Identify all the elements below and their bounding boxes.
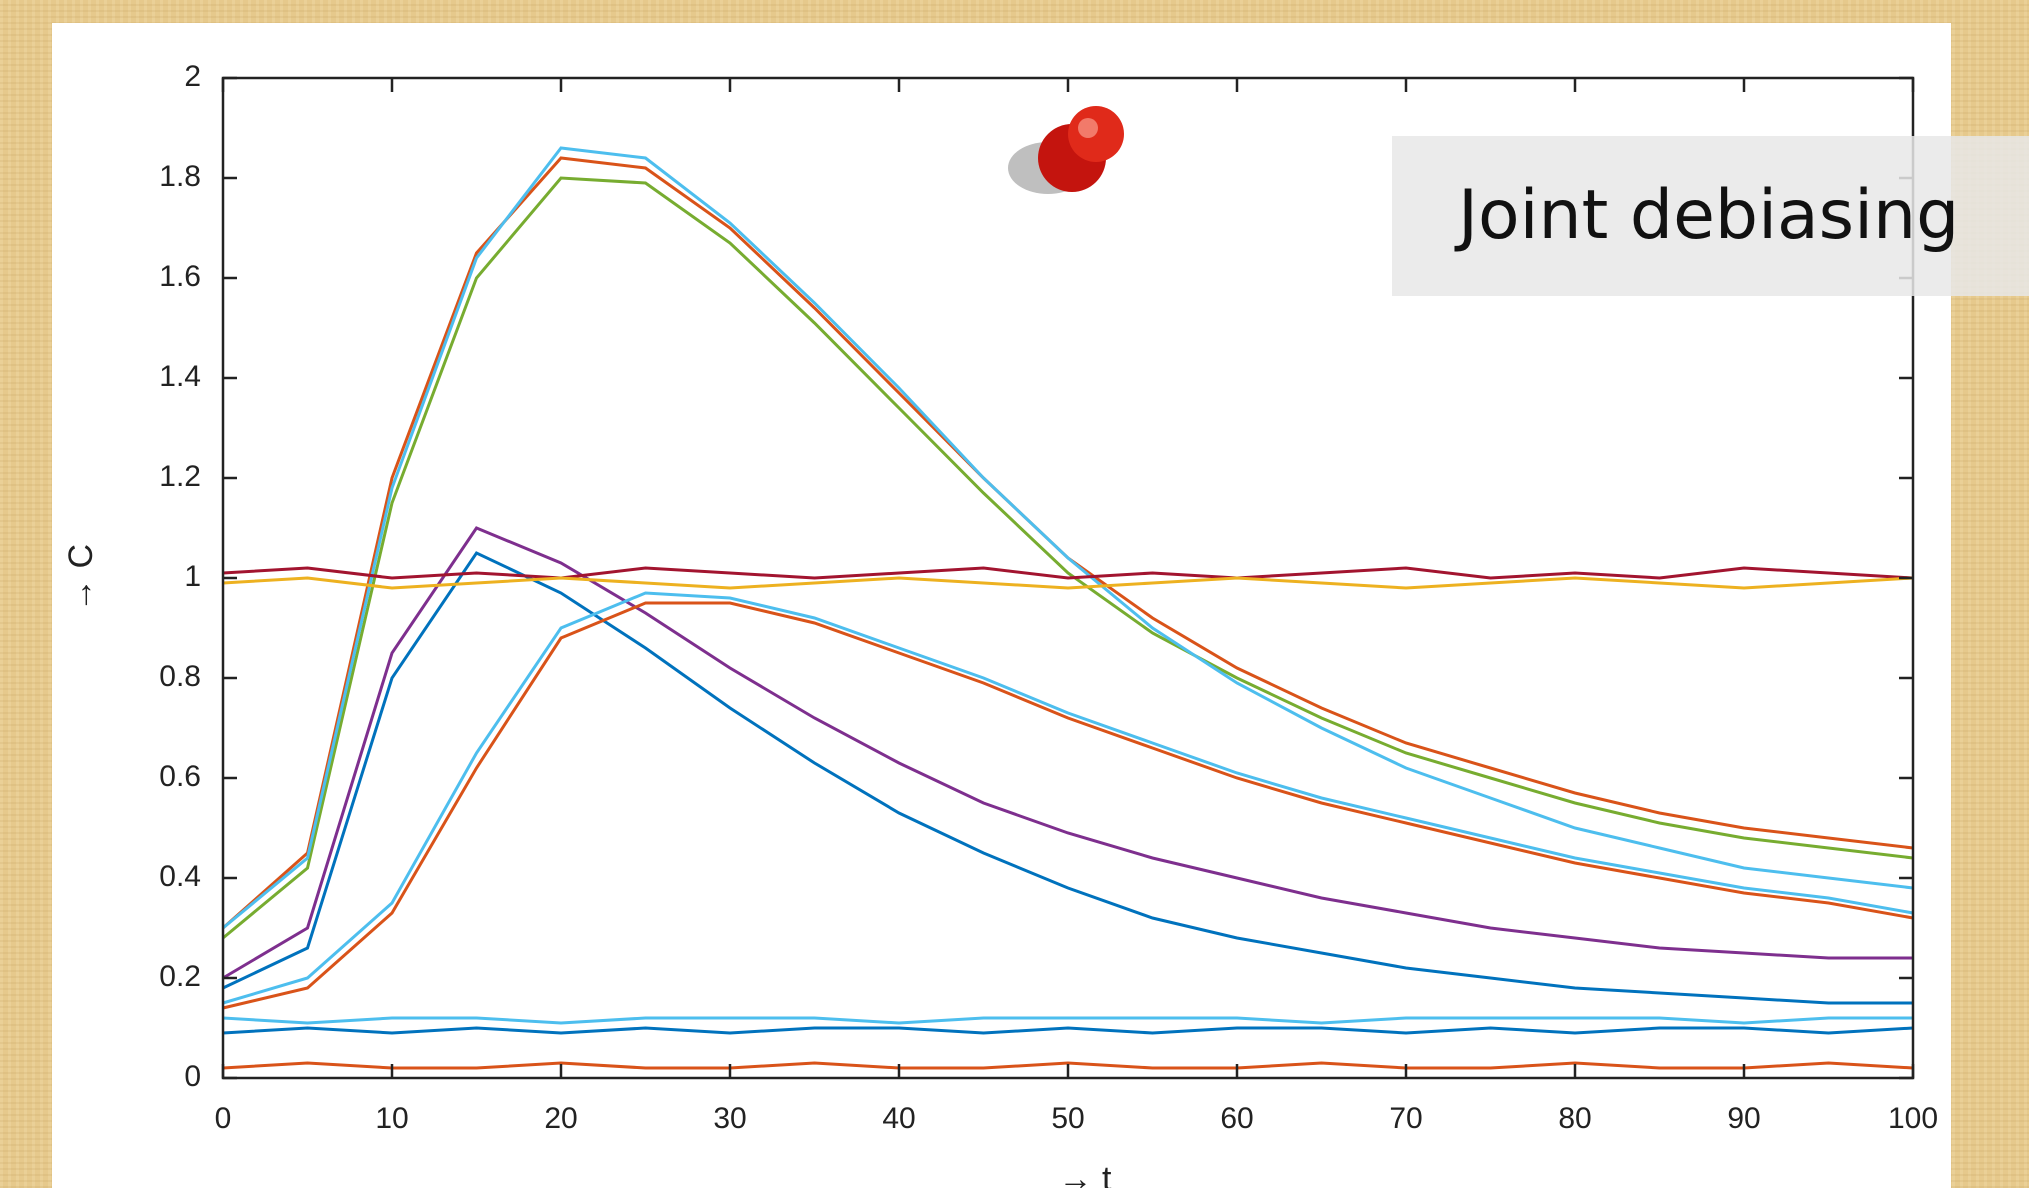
series-line [223,1028,1913,1033]
y-tick-label: 2 [184,60,201,93]
y-tick-label: 0.6 [159,760,201,793]
y-tick-label: 1.8 [159,160,201,193]
slide: {"chart_data": { "type": "line", "annota… [0,0,2029,1188]
y-axis-label: → C [62,544,100,612]
annotation: Joint debiasing [1458,176,1959,255]
pushpin [1008,106,1124,194]
series-line [223,553,1913,1003]
y-tick-label: 1.4 [159,360,201,393]
series-line [223,593,1913,1003]
x-tick-label: 20 [544,1102,577,1135]
x-tick-label: 90 [1727,1102,1760,1135]
x-tick-label: 10 [375,1102,408,1135]
y-tick-label: 1.6 [159,260,201,293]
x-tick-label: 80 [1558,1102,1591,1135]
y-tick-label: 1.2 [159,460,201,493]
x-tick-label: 70 [1389,1102,1422,1135]
x-tick-label: 50 [1051,1102,1084,1135]
x-tick-label: 60 [1220,1102,1253,1135]
y-tick-label: 1 [184,560,201,593]
y-tick-label: 0 [184,1060,201,1093]
x-axis-label: → t [1059,1160,1112,1188]
y-tick-label: 0.4 [159,860,201,893]
y-tick-label: 0.8 [159,660,201,693]
series-line [223,1018,1913,1023]
x-tick-label: 40 [882,1102,915,1135]
x-tick-label: 100 [1888,1102,1938,1135]
y-tick-label: 0.2 [159,960,201,993]
x-tick-label: 30 [713,1102,746,1135]
x-tick-label: 0 [215,1102,232,1135]
